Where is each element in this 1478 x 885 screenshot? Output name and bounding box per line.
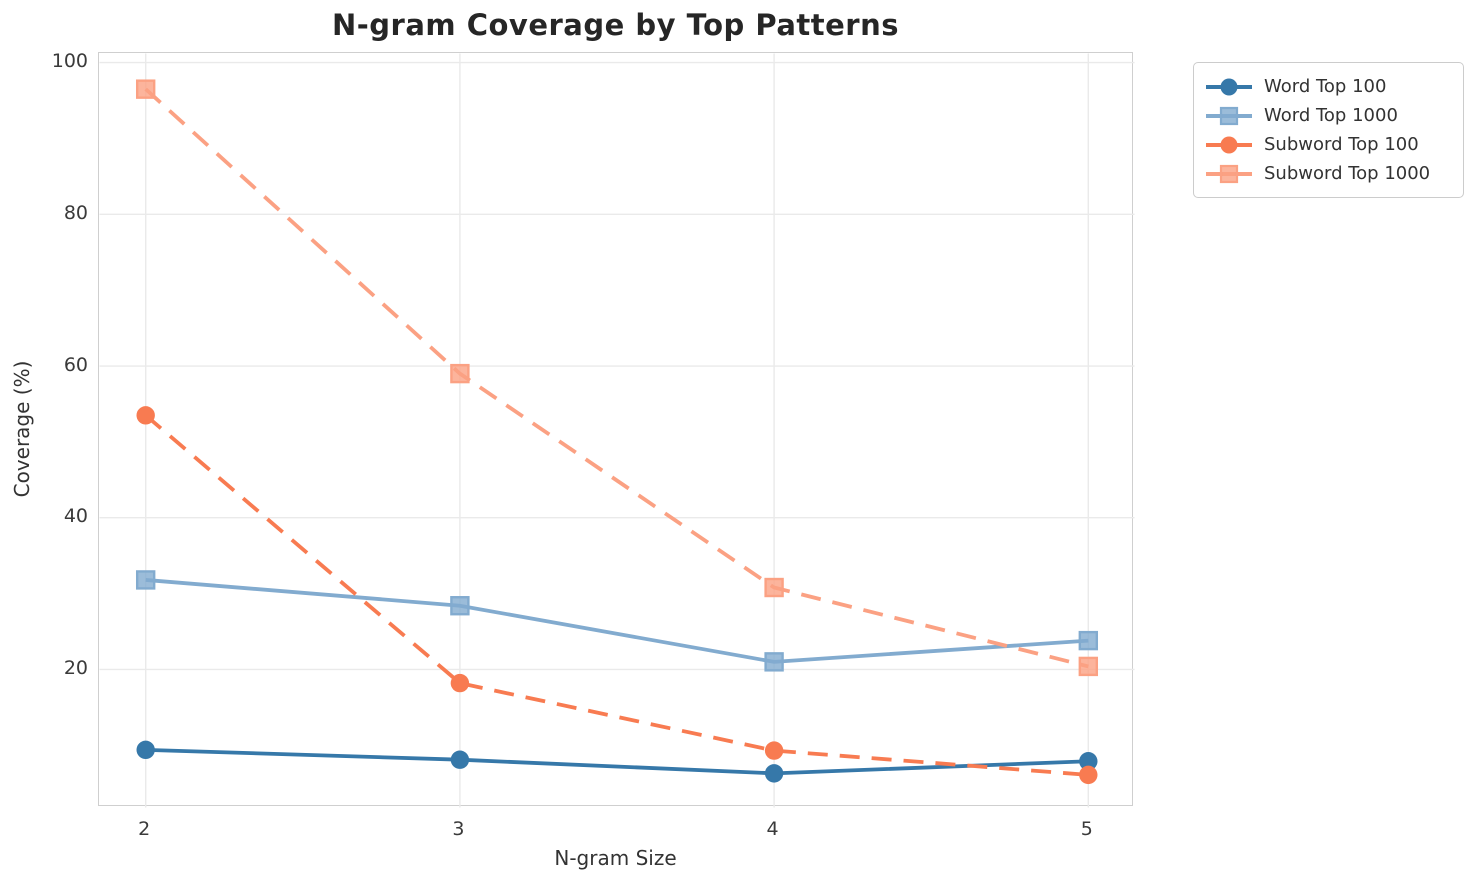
plot-svg	[99, 53, 1134, 807]
series-marker-subword-top-1000	[1078, 656, 1098, 676]
x-tick-label: 5	[1080, 818, 1093, 840]
legend-circle-marker-icon	[1206, 136, 1252, 153]
series-line-subword-top-1000	[143, 87, 1089, 668]
y-tick-label: 80	[63, 201, 88, 224]
series-marker-word-top-1000	[449, 595, 470, 615]
series-marker-word-top-100	[450, 750, 469, 769]
series-marker-word-top-100	[135, 740, 155, 759]
series-marker-subword-top-1000	[449, 363, 470, 383]
series-line-subword-top-100	[143, 413, 1088, 777]
legend-square-marker-icon	[1206, 164, 1252, 183]
legend-item-word-top-100: Word Top 100	[1204, 72, 1451, 101]
legend: Word Top 100 Word Top 1000 Subword Top 100…	[1193, 62, 1464, 198]
legend-square-marker-icon	[1206, 106, 1252, 125]
series-marker-word-top-1000	[135, 569, 155, 590]
legend-label: Word Top 1000	[1264, 105, 1398, 126]
series-marker-subword-top-1000	[135, 78, 155, 99]
legend-label: Subword Top 100	[1264, 134, 1419, 155]
series-marker-word-top-100	[1078, 751, 1098, 770]
legend-label: Subword Top 1000	[1264, 163, 1431, 184]
series-marker-word-top-100	[764, 763, 783, 783]
series-marker-subword-top-100	[1078, 765, 1098, 784]
chart-title: N-gram Coverage by Top Patterns	[331, 8, 900, 42]
y-tick-label: 60	[63, 353, 88, 376]
x-axis-label: N-gram Size	[554, 846, 677, 870]
series-marker-word-top-1000	[1078, 630, 1098, 650]
legend-item-word-top-1000: Word Top 1000	[1204, 101, 1451, 130]
legend-item-subword-top-100: Subword Top 100	[1204, 130, 1451, 159]
x-tick-label: 3	[452, 818, 465, 840]
series-line-word-top-1000	[145, 577, 1088, 664]
legend-item-subword-top-1000: Subword Top 1000	[1204, 159, 1451, 188]
legend-label: Word Top 100	[1264, 76, 1387, 97]
series-marker-subword-top-100	[764, 740, 783, 760]
x-tick-label: 2	[138, 818, 151, 840]
y-tick-label: 40	[63, 505, 88, 528]
series-marker-subword-top-100	[450, 673, 469, 692]
y-tick-label: 100	[51, 50, 88, 73]
y-tick-label: 20	[63, 656, 88, 679]
plot-area	[98, 52, 1134, 807]
series-marker-subword-top-1000	[763, 577, 784, 597]
series-line-word-top-100	[145, 747, 1088, 775]
x-tick-label: 4	[766, 818, 779, 840]
series-marker-word-top-1000	[763, 651, 784, 672]
y-axis-label: Coverage (%)	[10, 360, 34, 498]
series-marker-subword-top-100	[135, 405, 155, 425]
legend-circle-marker-icon	[1206, 78, 1252, 95]
